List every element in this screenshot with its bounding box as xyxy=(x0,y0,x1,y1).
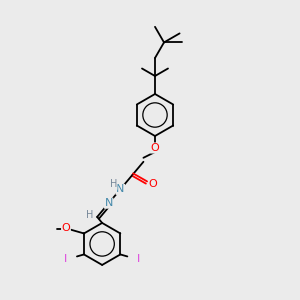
Text: N: N xyxy=(116,184,124,194)
Text: O: O xyxy=(61,224,70,233)
Text: I: I xyxy=(64,254,68,264)
Text: I: I xyxy=(137,254,140,264)
Text: O: O xyxy=(148,178,157,189)
Text: N: N xyxy=(104,198,113,208)
Text: O: O xyxy=(151,143,159,153)
Text: H: H xyxy=(86,210,94,220)
Text: H: H xyxy=(110,179,117,189)
